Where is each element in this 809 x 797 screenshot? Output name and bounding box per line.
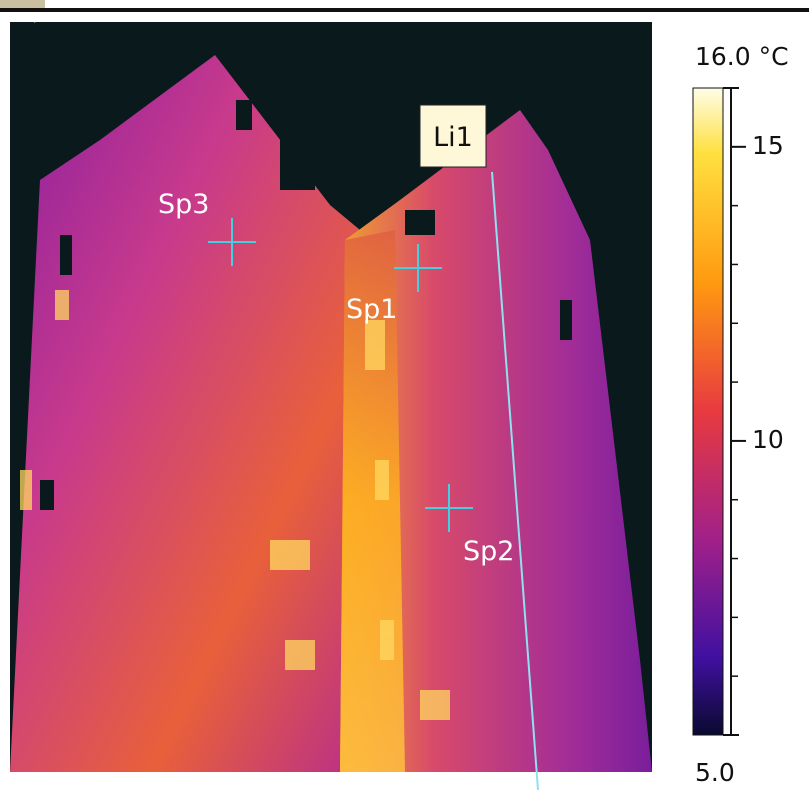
spot-markers bbox=[208, 218, 473, 532]
spot-label: Sp3 bbox=[158, 189, 209, 220]
windows bbox=[20, 290, 450, 720]
line-label-box bbox=[419, 104, 487, 168]
top-rule bbox=[0, 8, 809, 12]
spot-label: Sp1 bbox=[346, 294, 397, 325]
dark-windows bbox=[40, 100, 572, 510]
building-left bbox=[10, 55, 365, 772]
tick-label: 10 bbox=[752, 425, 784, 454]
corner-tab bbox=[0, 0, 45, 8]
color-bar bbox=[692, 87, 724, 736]
tick-label: 15 bbox=[752, 131, 784, 160]
measure-line bbox=[491, 171, 539, 791]
scale-min: 5.0 bbox=[695, 758, 735, 787]
brand: FLIR Systems bbox=[12, 15, 59, 23]
scale-max: 16.0 °C bbox=[695, 42, 789, 71]
spot-label: Sp2 bbox=[463, 536, 514, 567]
line-label: Li1 bbox=[433, 122, 473, 153]
